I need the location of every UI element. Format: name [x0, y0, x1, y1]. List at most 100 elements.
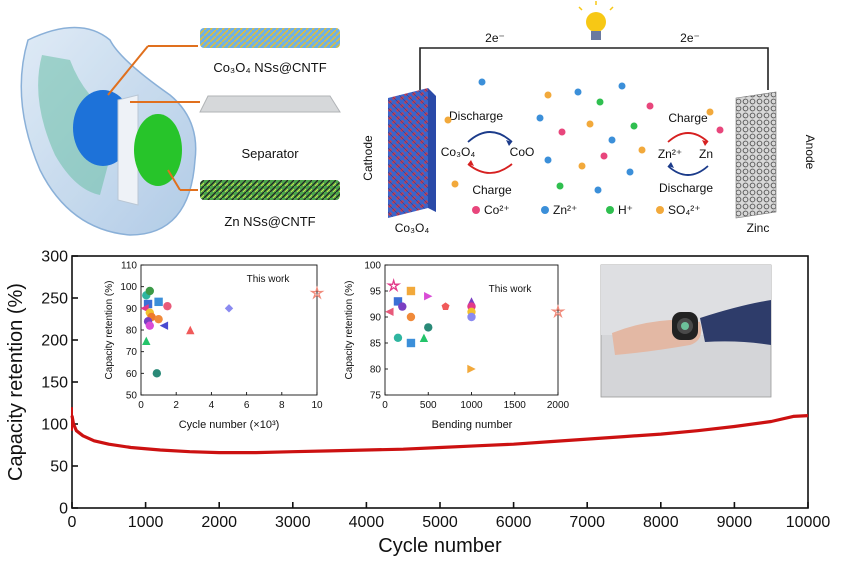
y-axis-label: Capacity retention (%) [5, 283, 27, 481]
data-point [154, 297, 163, 307]
data-point [145, 321, 154, 330]
anode-fiber-label: Zn NSs@CNTF [224, 214, 315, 229]
y-tick-label: 200 [41, 333, 68, 350]
x-tick-label: 1000 [460, 400, 483, 411]
x-tick-label: 8000 [643, 514, 679, 531]
legend-item-co: Co²⁺ [472, 203, 510, 217]
data-point [152, 369, 162, 378]
cathode-reactant-label: Co₃O₄ [441, 145, 476, 159]
y-tick-label: 90 [370, 313, 382, 324]
fiber-battery-illustration: Co₃O₄ NSs@CNTF Separator Zn NSs@CNTF [20, 26, 341, 236]
anode-fiber-section [134, 114, 182, 186]
cathode-side-label: Cathode [361, 135, 375, 181]
data-point [224, 304, 234, 313]
data-point [142, 336, 151, 346]
x-tick-label: 8 [279, 400, 285, 411]
data-point [393, 297, 403, 306]
inset1-this-work-label: This work [247, 274, 291, 285]
y-tick-label: 250 [41, 291, 68, 308]
x-tick-label: 0 [138, 400, 144, 411]
x-tick-label: 500 [420, 400, 437, 411]
electron-left-label: 2e⁻ [485, 31, 505, 45]
cathode-charge-label: Charge [472, 183, 512, 197]
inset2-x-axis-label: Bending number [432, 419, 513, 431]
y-tick-label: 70 [126, 347, 138, 358]
x-tick-label: 2000 [201, 514, 237, 531]
data-point [393, 333, 403, 342]
separator-label: Separator [241, 146, 299, 161]
data-point [398, 302, 407, 311]
data-point [406, 286, 416, 296]
data-point [424, 323, 433, 332]
y-tick-label: 150 [41, 375, 68, 392]
anode-leader-line [167, 169, 181, 191]
y-tick-label: 60 [126, 369, 138, 380]
this-work-star [386, 277, 402, 293]
legend-label-h: H⁺ [618, 203, 633, 217]
data-point [406, 312, 416, 322]
legend-label-so4: SO₄²⁺ [668, 203, 701, 217]
electron-right-label: 2e⁻ [680, 31, 700, 45]
y-tick-label: 50 [50, 459, 68, 476]
x-tick-label: 9000 [717, 514, 753, 531]
x-tick-label: 1000 [128, 514, 164, 531]
data-point [163, 301, 172, 311]
data-point [441, 302, 450, 310]
anode-charge-label: Charge [668, 111, 708, 125]
separator-image [199, 95, 341, 113]
cathode-leader-line [107, 45, 149, 96]
legend-item-zn: Zn²⁺ [541, 203, 577, 217]
external-circuit [419, 47, 769, 90]
x-tick-label: 10000 [786, 514, 831, 531]
inset1-x-axis-label: Cycle number (×10³) [179, 419, 280, 431]
x-tick-label: 4 [209, 400, 215, 411]
separator-section [117, 94, 139, 206]
y-tick-label: 85 [370, 339, 382, 350]
anode-zinc-block [735, 91, 777, 219]
inset-cycle-comparison: 0 2 4 6 8 10 50 60 70 80 90 100 110 Cycle number (×10… [104, 261, 325, 431]
capacity-retention-series [70, 414, 809, 455]
this-work-star [309, 285, 325, 300]
data-point [186, 325, 195, 335]
x-tick-label: 6 [244, 400, 250, 411]
x-tick-label: 2000 [547, 400, 570, 411]
data-point [154, 314, 163, 324]
plot-frame [140, 264, 318, 396]
lightbulb-icon [578, 1, 614, 40]
data-point [424, 292, 433, 301]
electrolyte-ions [444, 78, 724, 194]
anode-discharge-label: Discharge [659, 181, 713, 195]
anode-fiber-image [200, 180, 340, 200]
data-point [143, 299, 153, 309]
y-tick-label: 100 [41, 417, 68, 434]
main-chart: 0 1000 2000 3000 4000 5000 6000 7000 8000 9000 100… [5, 249, 830, 557]
anode-ion-label: Zn²⁺ [658, 147, 682, 161]
data-point [145, 286, 154, 296]
anode-metal-label: Zn [699, 147, 713, 161]
ion-legend: Co²⁺ Zn²⁺ H⁺ SO₄²⁺ [472, 203, 701, 217]
mechanism-schematic: 2e⁻ 2e⁻ Cathode Co₃O₄ Anode Zinc Dischar… [361, 1, 817, 235]
cathode-crystal [388, 88, 428, 218]
y-tick-label: 100 [364, 261, 381, 272]
anode-material-label: Zinc [747, 221, 770, 235]
inset2-y-axis-label: Capacity retention (%) [344, 281, 355, 380]
cathode-discharge-arrow [467, 131, 513, 143]
sleeve-in-photo [700, 300, 771, 345]
legend-label-co: Co²⁺ [484, 203, 510, 217]
y-tick-label: 50 [126, 391, 138, 402]
y-tick-label: 75 [370, 391, 382, 402]
inset2-this-work-label: This work [489, 284, 533, 295]
x-tick-label: 1500 [504, 400, 527, 411]
cathode-charge-arrow [467, 163, 513, 174]
cathode-product-label: CoO [510, 145, 535, 159]
smartwatch-photo [600, 264, 772, 398]
plot-frame [384, 264, 559, 396]
x-tick-label: 7000 [569, 514, 605, 531]
x-tick-label: 4000 [349, 514, 385, 531]
y-tick-label: 80 [126, 326, 138, 337]
x-tick-label: 10 [311, 400, 323, 411]
x-tick-label: 2 [173, 400, 179, 411]
legend-label-zn: Zn²⁺ [553, 203, 577, 217]
legend-item-h: H⁺ [606, 203, 633, 217]
